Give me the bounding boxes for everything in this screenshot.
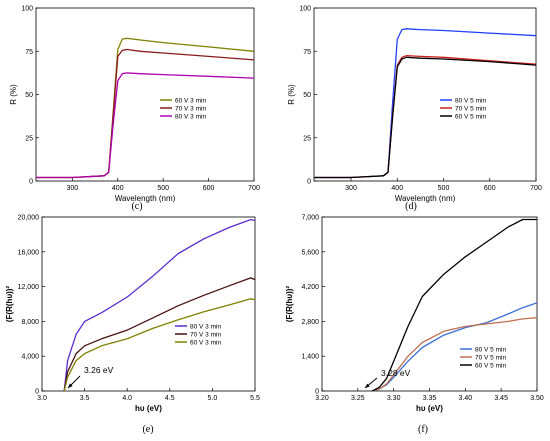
y-tick-label: 2,800 [301, 319, 319, 326]
y-tick-label: 1,400 [301, 354, 319, 361]
x-tick-label: 700 [530, 185, 542, 192]
x-tick-label: 5.0 [208, 395, 218, 402]
y-tick-label: 100 [21, 6, 33, 13]
y-tick-label: 75 [25, 49, 33, 56]
series-line-80-v-3-min [36, 72, 255, 179]
panel-f: 3.20 3.25 3.30 3.35 3.40 3.45 3.50 0 1,400 2,800 4… [285, 215, 544, 436]
series-line-70-v-5-min [314, 54, 537, 179]
y-tick-label: 7,000 [301, 215, 319, 222]
legend-label: 60 V 3 min [190, 339, 221, 346]
x-tick-label: 3.0 [37, 395, 47, 402]
series-line-60-v-5-min [314, 56, 537, 179]
x-tick-label: 3.5 [80, 395, 90, 402]
y-tick-label: 0 [307, 179, 311, 186]
y-tick-label: 0 [35, 389, 39, 396]
legend-label: 80 V 3 min [190, 323, 221, 330]
legend-label: 70 V 3 min [190, 331, 221, 338]
legend-label: 70 V 5 min [455, 105, 486, 112]
y-tick-label: 25 [25, 135, 33, 142]
plot-frame [35, 7, 255, 182]
series-line-60-v-3-min [63, 298, 256, 392]
annotation-label: 3.28 eV [381, 368, 411, 378]
x-axis-title: hυ (eV) [416, 404, 443, 413]
x-axis-title: Wavelength (nm) [395, 194, 456, 203]
y-tick-label: 0 [29, 179, 33, 186]
panel-label: (f) [418, 424, 428, 435]
x-tick-label: 300 [66, 185, 78, 192]
series-line-70-v-3-min [36, 48, 255, 179]
plot-frame [41, 216, 256, 392]
annotation-arrowhead [365, 383, 370, 388]
x-axis-title: hυ (eV) [135, 404, 162, 413]
legend-label: 70 V 5 min [475, 354, 506, 361]
x-tick-label: 4.5 [165, 395, 175, 402]
panel-d: 300 400 500 600 700 0 25 50 75 100 Wavelength (nm)… [287, 6, 542, 213]
y-tick-label: 0 [315, 389, 319, 396]
legend-label: 80 V 5 min [475, 346, 506, 353]
y-tick-label: 5,600 [301, 249, 319, 256]
x-tick-label: 3.45 [494, 395, 508, 402]
series-line-80-v-3-min [63, 218, 256, 392]
y-tick-label: 4,000 [21, 354, 39, 361]
legend-label: 60 V 5 min [475, 362, 506, 369]
x-tick-label: 3.30 [387, 395, 401, 402]
x-tick-label: 3.25 [351, 395, 365, 402]
x-tick-label: 500 [157, 185, 169, 192]
x-tick-label: 600 [203, 185, 215, 192]
y-axis-title: (F(R(hυ))² [285, 286, 294, 323]
legend-label: 60 V 5 min [455, 113, 486, 120]
panel-c: 300 400 500 600 700 0 25 50 75 100 Wavelength (nm)… [9, 6, 260, 213]
x-axis-title: Wavelength (nm) [115, 194, 176, 203]
x-tick-label: 3.40 [459, 395, 473, 402]
y-tick-label: 12,000 [18, 284, 40, 291]
series-line-80-v-5-min [314, 28, 537, 179]
legend-label: 60 V 3 min [175, 97, 206, 104]
x-tick-label: 4.0 [122, 395, 132, 402]
x-tick-label: 5.5 [250, 395, 260, 402]
y-tick-label: 4,200 [301, 284, 319, 291]
x-tick-label: 3.20 [315, 395, 329, 402]
annotation-arrowhead [68, 383, 73, 388]
panel-label: (c) [131, 201, 142, 212]
y-tick-label: 8,000 [21, 319, 39, 326]
y-tick-label: 100 [299, 6, 311, 13]
series-line-70-v-5-min [372, 317, 538, 392]
panel-label: (e) [142, 424, 153, 435]
series-line-70-v-3-min [63, 277, 256, 392]
y-tick-label: 75 [303, 49, 311, 56]
y-axis-title: (F(R(hυ))² [5, 286, 14, 323]
series-line-60-v-3-min [36, 37, 255, 179]
series-line-60-v-5-min [371, 218, 537, 392]
legend-label: 80 V 3 min [175, 113, 206, 120]
y-tick-label: 50 [303, 92, 311, 99]
legend-label: 70 V 3 min [175, 105, 206, 112]
x-tick-label: 700 [248, 185, 260, 192]
y-axis-title: R (%) [9, 84, 18, 105]
x-tick-label: 3.50 [530, 395, 544, 402]
x-tick-label: 3.35 [423, 395, 437, 402]
x-tick-label: 600 [484, 185, 496, 192]
legend-label: 80 V 5 min [455, 97, 486, 104]
panel-e: 3.0 3.5 4.0 4.5 5.0 5.5 0 4,000 8,000 12,000 16,00… [5, 215, 260, 436]
x-tick-label: 400 [391, 185, 403, 192]
y-tick-label: 16,000 [18, 249, 40, 256]
x-tick-label: 300 [345, 185, 357, 192]
annotation-label: 3.26 eV [84, 365, 114, 375]
y-tick-label: 25 [303, 135, 311, 142]
y-axis-title: R (%) [287, 84, 296, 105]
y-tick-label: 50 [25, 92, 33, 99]
panel-label: (d) [405, 201, 417, 212]
x-tick-label: 500 [438, 185, 450, 192]
x-tick-label: 400 [112, 185, 124, 192]
y-tick-label: 20,000 [18, 215, 40, 222]
